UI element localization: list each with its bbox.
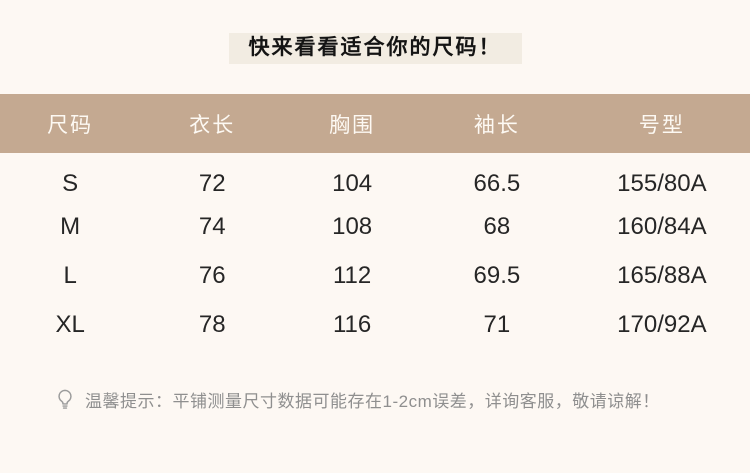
title-wrap: 快来看看适合你的尺码！ bbox=[0, 0, 750, 65]
size-table: 尺码 衣长 胸围 袖长 号型 S 72 104 66.5 155/80A M 7… bbox=[0, 94, 750, 349]
cell-model: 155/80A bbox=[617, 169, 707, 197]
cell-sleeve: 66.5 bbox=[473, 169, 521, 197]
cell-size: M bbox=[60, 212, 81, 240]
lightbulb-icon bbox=[54, 388, 76, 412]
column-header-model: 号型 bbox=[573, 94, 750, 154]
cell-bust: 108 bbox=[332, 212, 373, 240]
cell-length: 74 bbox=[198, 212, 226, 240]
column-header-size: 尺码 bbox=[0, 94, 141, 154]
cell-length: 78 bbox=[198, 310, 226, 338]
cell-length: 72 bbox=[198, 169, 226, 197]
cell-size: XL bbox=[55, 310, 85, 338]
cell-bust: 116 bbox=[332, 310, 372, 338]
cell-sleeve: 68 bbox=[483, 212, 511, 240]
cell-bust: 112 bbox=[332, 261, 372, 289]
page-title: 快来看看适合你的尺码！ bbox=[228, 33, 522, 65]
cell-model: 170/92A bbox=[617, 310, 707, 338]
cell-bust: 104 bbox=[332, 169, 373, 197]
cell-sleeve: 71 bbox=[483, 310, 511, 338]
column-header-sleeve: 袖长 bbox=[420, 94, 574, 154]
cell-model: 160/84A bbox=[617, 212, 707, 240]
table-header-row: 尺码 衣长 胸围 袖长 号型 bbox=[0, 94, 750, 154]
table-row: M 74 108 68 160/84A bbox=[0, 202, 750, 251]
column-header-bust: 胸围 bbox=[284, 94, 420, 154]
cell-sleeve: 69.5 bbox=[473, 261, 521, 289]
cell-model: 165/88A bbox=[617, 261, 707, 289]
table-row: S 72 104 66.5 155/80A bbox=[0, 153, 750, 202]
table-row: L 76 112 69.5 165/88A bbox=[0, 251, 750, 300]
cell-length: 76 bbox=[198, 261, 226, 289]
cell-size: L bbox=[63, 261, 77, 289]
cell-size: S bbox=[62, 169, 79, 197]
tip-text: 温馨提示：平铺测量尺寸数据可能存在1-2cm误差，详询客服，敬请谅解！ bbox=[85, 392, 660, 412]
column-header-length: 衣长 bbox=[140, 94, 285, 154]
measurement-tip: 温馨提示：平铺测量尺寸数据可能存在1-2cm误差，详询客服，敬请谅解！ bbox=[0, 387, 750, 412]
table-row: XL 78 116 71 170/92A bbox=[0, 300, 750, 349]
